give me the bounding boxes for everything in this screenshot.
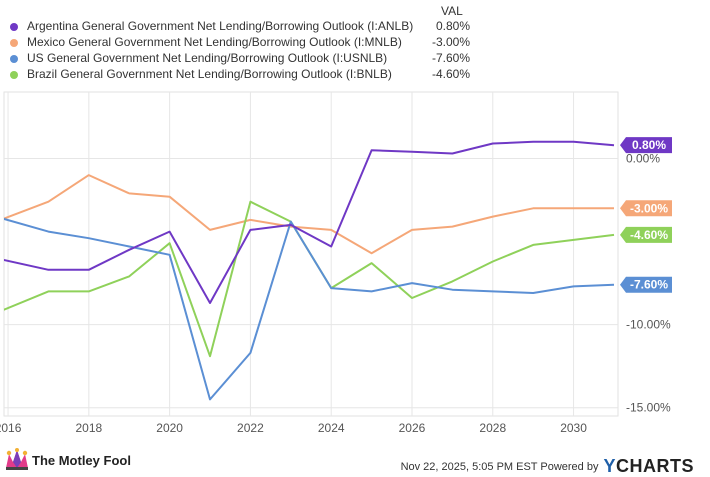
y-tick-label: 0.00% xyxy=(626,151,660,165)
y-tick-label: -15.00% xyxy=(626,401,671,415)
series-line xyxy=(4,200,615,358)
end-value-label: 0.80% xyxy=(632,138,666,152)
legend-value: -3.00% xyxy=(431,35,470,49)
x-tick-label: 2026 xyxy=(399,421,426,435)
ycharts-logo: YCHARTS xyxy=(603,456,694,477)
x-tick-label: 2018 xyxy=(75,421,102,435)
y-tick-label: -10.00% xyxy=(626,318,671,332)
end-value-label: -3.00% xyxy=(630,201,668,215)
legend-name: Mexico General Government Net Lending/Bo… xyxy=(27,35,402,49)
series-line xyxy=(4,140,615,304)
end-value-tag xyxy=(620,226,672,243)
timestamp: Nov 22, 2025, 5:05 PM EST Powered by xyxy=(400,460,599,473)
series-line xyxy=(4,174,614,255)
x-tick-label: 2028 xyxy=(479,421,506,435)
logo-text: The Motley Fool xyxy=(32,452,131,468)
end-value-label: -7.60% xyxy=(630,278,668,292)
end-value-tag xyxy=(620,276,672,293)
jester-hat-icon xyxy=(6,448,28,470)
legend-item-argentina[interactable]: Argentina General Government Net Lending… xyxy=(10,19,470,35)
x-tick-label: 2022 xyxy=(237,421,264,435)
x-tick-label: 2030 xyxy=(560,421,587,435)
legend-name: Argentina General Government Net Lending… xyxy=(27,19,414,33)
plot-frame xyxy=(3,91,619,417)
end-value-tag xyxy=(620,137,672,154)
legend: VAL Argentina General Government Net Len… xyxy=(0,0,710,83)
legend-dot xyxy=(10,39,18,47)
legend-dot xyxy=(10,71,18,79)
legend-value: -7.60% xyxy=(431,51,470,65)
ycharts-rest: CHARTS xyxy=(616,456,694,476)
x-tick-label: 2016 xyxy=(0,421,22,435)
line-chart: 0.00% -10.00% -15.00% 2016 2018 2020 2022 2024 2… xyxy=(0,91,672,435)
legend-item-us[interactable]: US General Government Net Lending/Borrow… xyxy=(10,51,470,67)
legend-dot xyxy=(10,23,18,31)
footer: The Motley Fool Nov 22, 2025, 5:05 PM ES… xyxy=(0,442,710,477)
legend-item-mexico[interactable]: Mexico General Government Net Lending/Bo… xyxy=(10,35,470,51)
legend-value: -4.60% xyxy=(431,67,470,81)
x-tick-label: 2024 xyxy=(318,421,345,435)
end-value-tag xyxy=(620,200,672,217)
x-tick-label: 2020 xyxy=(156,421,183,435)
footer-stamp: Nov 22, 2025, 5:05 PM EST Powered by YCH… xyxy=(401,456,694,477)
motley-fool-logo: The Motley Fool xyxy=(4,448,131,472)
legend-name: US General Government Net Lending/Borrow… xyxy=(27,51,388,65)
legend-value: 0.80% xyxy=(435,19,470,33)
legend-item-brazil[interactable]: Brazil General Government Net Lending/Bo… xyxy=(10,67,470,83)
legend-header: VAL xyxy=(441,4,463,18)
ycharts-y: Y xyxy=(603,456,616,476)
end-value-label: -4.60% xyxy=(630,228,668,242)
legend-dot xyxy=(10,55,18,63)
legend-name: Brazil General Government Net Lending/Bo… xyxy=(27,67,392,81)
series-line xyxy=(4,217,615,401)
